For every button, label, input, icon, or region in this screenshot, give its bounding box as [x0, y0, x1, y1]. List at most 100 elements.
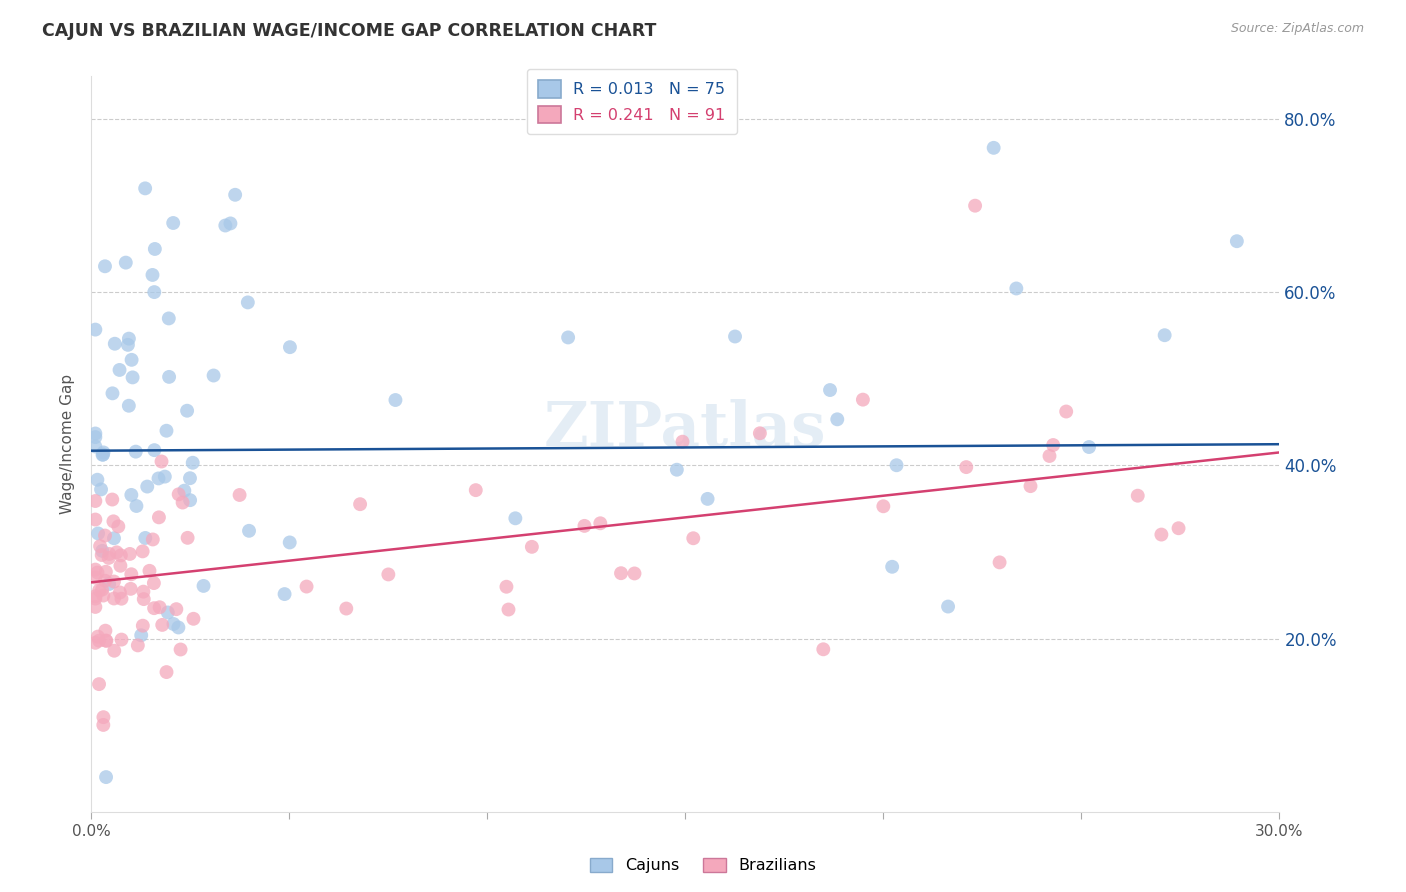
Point — [120, 582, 142, 596]
Point — [84, 512, 107, 526]
Point — [132, 618, 155, 632]
Point — [118, 332, 141, 346]
Point — [143, 285, 166, 299]
Point — [589, 516, 612, 531]
Point — [125, 499, 148, 513]
Point — [87, 630, 110, 644]
Point — [91, 544, 114, 558]
Point — [84, 563, 107, 577]
Point — [167, 620, 190, 634]
Point — [91, 448, 114, 462]
Point — [129, 628, 152, 642]
Point — [886, 458, 908, 473]
Point — [84, 440, 107, 454]
Point — [89, 583, 111, 598]
Point — [155, 665, 177, 679]
Point — [498, 602, 520, 616]
Point — [134, 181, 156, 195]
Point — [219, 216, 242, 230]
Point — [157, 311, 180, 326]
Point — [118, 399, 141, 413]
Point — [89, 539, 111, 553]
Point — [110, 549, 132, 563]
Point — [181, 456, 204, 470]
Point — [98, 547, 121, 561]
Point — [150, 454, 173, 468]
Point — [97, 550, 120, 565]
Point — [105, 545, 128, 559]
Point — [179, 471, 201, 485]
Point — [121, 352, 143, 367]
Point — [118, 547, 141, 561]
Text: CAJUN VS BRAZILIAN WAGE/INCOME GAP CORRELATION CHART: CAJUN VS BRAZILIAN WAGE/INCOME GAP CORRE… — [42, 22, 657, 40]
Point — [167, 487, 190, 501]
Point — [852, 392, 875, 407]
Point — [94, 624, 117, 638]
Point — [748, 426, 770, 441]
Point — [141, 268, 163, 282]
Point — [84, 570, 107, 584]
Point — [87, 526, 110, 541]
Point — [176, 531, 198, 545]
Point — [179, 493, 201, 508]
Point — [91, 589, 114, 603]
Point — [202, 368, 225, 383]
Point — [108, 363, 131, 377]
Point — [138, 564, 160, 578]
Point — [813, 642, 835, 657]
Point — [101, 492, 124, 507]
Point — [1150, 527, 1173, 541]
Point — [155, 424, 177, 438]
Point — [94, 528, 117, 542]
Point — [91, 448, 114, 462]
Point — [148, 510, 170, 524]
Point — [142, 533, 165, 547]
Point — [84, 589, 107, 603]
Point — [278, 340, 301, 354]
Point — [103, 531, 125, 545]
Point — [117, 338, 139, 352]
Point — [882, 559, 904, 574]
Point — [936, 599, 959, 614]
Point — [495, 580, 517, 594]
Point — [84, 426, 107, 441]
Point — [110, 632, 132, 647]
Point — [86, 566, 108, 580]
Point — [671, 434, 693, 449]
Point — [377, 567, 399, 582]
Point — [1054, 404, 1077, 418]
Point — [1038, 449, 1060, 463]
Point — [149, 600, 172, 615]
Point — [98, 577, 121, 591]
Point — [94, 260, 117, 274]
Point — [1019, 479, 1042, 493]
Point — [84, 599, 107, 614]
Point — [872, 500, 894, 514]
Point — [1167, 521, 1189, 535]
Point — [120, 567, 142, 582]
Point — [988, 555, 1011, 569]
Point — [93, 445, 115, 459]
Point — [86, 473, 108, 487]
Point — [114, 255, 136, 269]
Point — [131, 544, 153, 558]
Point — [520, 540, 543, 554]
Y-axis label: Wage/Income Gap: Wage/Income Gap — [59, 374, 75, 514]
Point — [127, 639, 149, 653]
Point — [384, 392, 406, 407]
Point — [84, 323, 107, 337]
Point — [818, 383, 841, 397]
Point — [143, 601, 166, 615]
Point — [965, 199, 987, 213]
Point — [93, 710, 115, 724]
Point — [574, 519, 596, 533]
Point — [682, 531, 704, 545]
Point — [94, 574, 117, 588]
Point — [84, 430, 107, 444]
Point — [103, 514, 125, 528]
Point — [91, 582, 114, 597]
Point — [87, 633, 110, 648]
Point — [955, 460, 977, 475]
Legend: R = 0.013   N = 75, R = 0.241   N = 91: R = 0.013 N = 75, R = 0.241 N = 91 — [527, 69, 737, 135]
Point — [91, 718, 114, 732]
